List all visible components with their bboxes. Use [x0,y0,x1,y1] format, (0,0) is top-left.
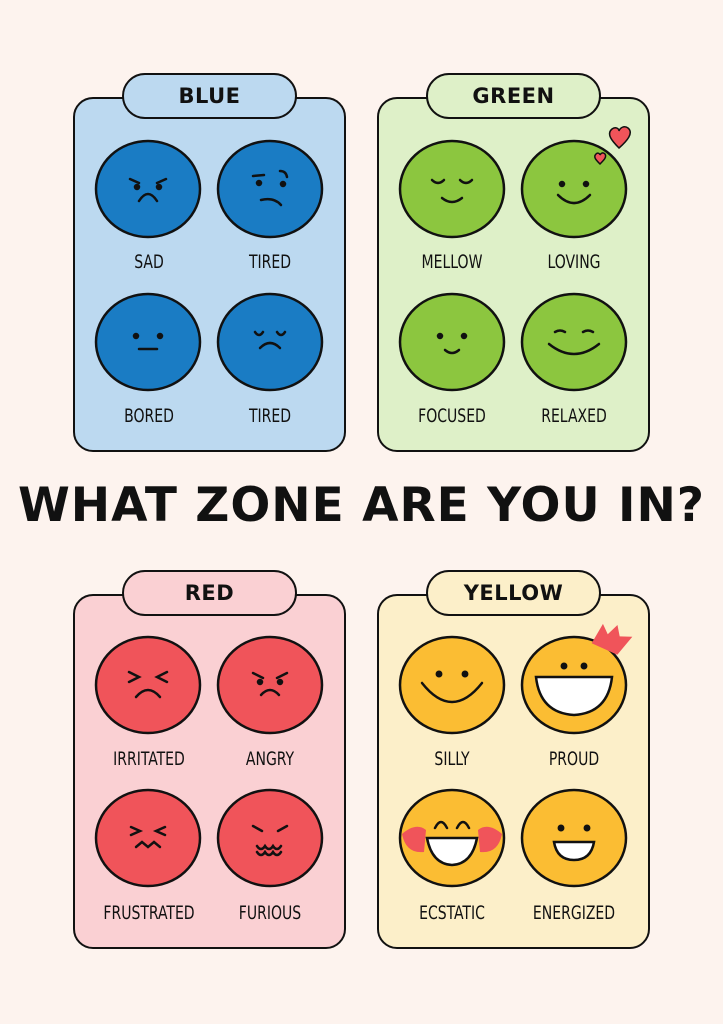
proud-face-icon [520,635,628,735]
mellow-face-icon [398,139,506,239]
emotion-label: FURIOUS [238,902,302,924]
blue-zone-title: BLUE [122,73,297,119]
silly-face-icon [398,635,506,735]
tired-face-icon [216,139,324,239]
emotion-label: ECSTATIC [419,902,485,924]
bored-face-icon [94,292,202,392]
emotion-label: RELAXED [541,405,607,427]
relaxed-face-icon [520,292,628,392]
emotion-label: ANGRY [245,748,295,770]
frustrated-face-icon [94,788,202,888]
focused-face-icon [398,292,506,392]
emotion-label: MELLOW [421,251,483,273]
green-zone-title: GREEN [426,73,601,119]
emotion-label: LOVING [547,251,601,273]
emotion-label: BORED [124,405,174,427]
emotion-label: FOCUSED [418,405,486,427]
sleepy-frown-face-icon [216,292,324,392]
emotion-label: TIRED [248,405,292,427]
angry-face-icon [216,635,324,735]
sad-face-icon [94,139,202,239]
furious-face-icon [216,788,324,888]
ecstatic-face-icon [398,788,506,888]
page-title: WHAT ZONE ARE YOU IN? [17,478,706,533]
emotion-label: SILLY [434,748,470,770]
emotion-label: TIRED [248,251,292,273]
yellow-zone-title: YELLOW [426,570,601,616]
emotion-label: PROUD [548,748,600,770]
red-zone-title: RED [122,570,297,616]
loving-face-icon [520,139,628,239]
irritated-face-icon [94,635,202,735]
emotion-label: FRUSTRATED [103,902,195,924]
emotion-label: IRRITATED [113,748,185,770]
emotion-label: ENERGIZED [532,902,616,924]
crown-icon [591,623,633,655]
energized-face-icon [520,788,628,888]
heart-icon [594,126,631,166]
emotion-label: SAD [134,251,164,273]
